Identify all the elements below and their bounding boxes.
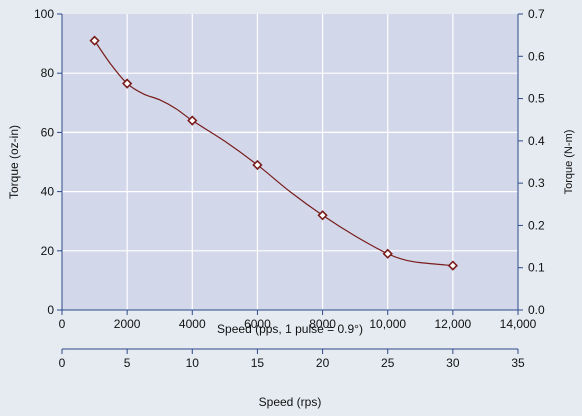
tick-labels: 0 2000 4000 6000 8000 10,000 12,000 14,000 0 20 40… [34, 7, 545, 370]
x2-tick-label: 0 [59, 356, 66, 370]
y2-tick-label: 0.4 [528, 134, 545, 148]
x-tick-label: 4000 [179, 317, 206, 331]
x2-tick-label: 15 [251, 356, 265, 370]
data-point [252, 159, 263, 171]
data-point [317, 210, 328, 221]
series-line [94, 40, 453, 267]
y-tick-label: 0 [47, 303, 54, 317]
y2-axis-label: Torque (N-m) [563, 130, 575, 195]
y2-tick-label: 0.7 [528, 7, 545, 21]
y-tick-label: 40 [41, 185, 55, 199]
y-tick-label: 80 [41, 66, 55, 80]
x-tick-label: 10,000 [369, 317, 406, 331]
y-tick-label: 100 [34, 7, 54, 21]
data-point [89, 35, 100, 46]
data-point [122, 78, 133, 89]
data-point [447, 260, 458, 271]
y-tick-label: 60 [41, 125, 55, 139]
y2-tick-label: 0.2 [528, 218, 545, 232]
y2-tick-label: 0.3 [528, 176, 545, 190]
x-tick-label: 6000 [244, 317, 271, 331]
y2-tick-label: 0.5 [528, 92, 545, 106]
axes [57, 13, 523, 354]
x-tick-label: 12,000 [435, 317, 472, 331]
x-tick-label: 2000 [114, 317, 141, 331]
data-markers [89, 35, 458, 271]
y2-tick-label: 0.6 [528, 49, 545, 63]
x2-tick-label: 30 [446, 356, 460, 370]
x-tick-label: 14,000 [500, 317, 537, 331]
x2-tick-label: 20 [316, 356, 330, 370]
plot-area [62, 14, 518, 310]
y-tick-label: 20 [41, 244, 55, 258]
x2-tick-label: 10 [186, 356, 200, 370]
x-axis-label: Speed (pps, 1 pulse = 0.9°) [217, 322, 363, 336]
data-point [187, 115, 198, 126]
x2-tick-label: 25 [381, 356, 395, 370]
x2-tick-label: 5 [124, 356, 131, 370]
data-point [382, 248, 393, 259]
x2-axis-label: Speed (rps) [259, 395, 322, 409]
y2-tick-label: 0.0 [528, 303, 545, 317]
y-axis-label: Torque (oz-in) [7, 125, 21, 199]
x-tick-label: 8000 [309, 317, 336, 331]
x2-tick-label: 35 [511, 356, 525, 370]
y2-tick-label: 0.1 [528, 261, 545, 275]
x-tick-label: 0 [59, 317, 66, 331]
